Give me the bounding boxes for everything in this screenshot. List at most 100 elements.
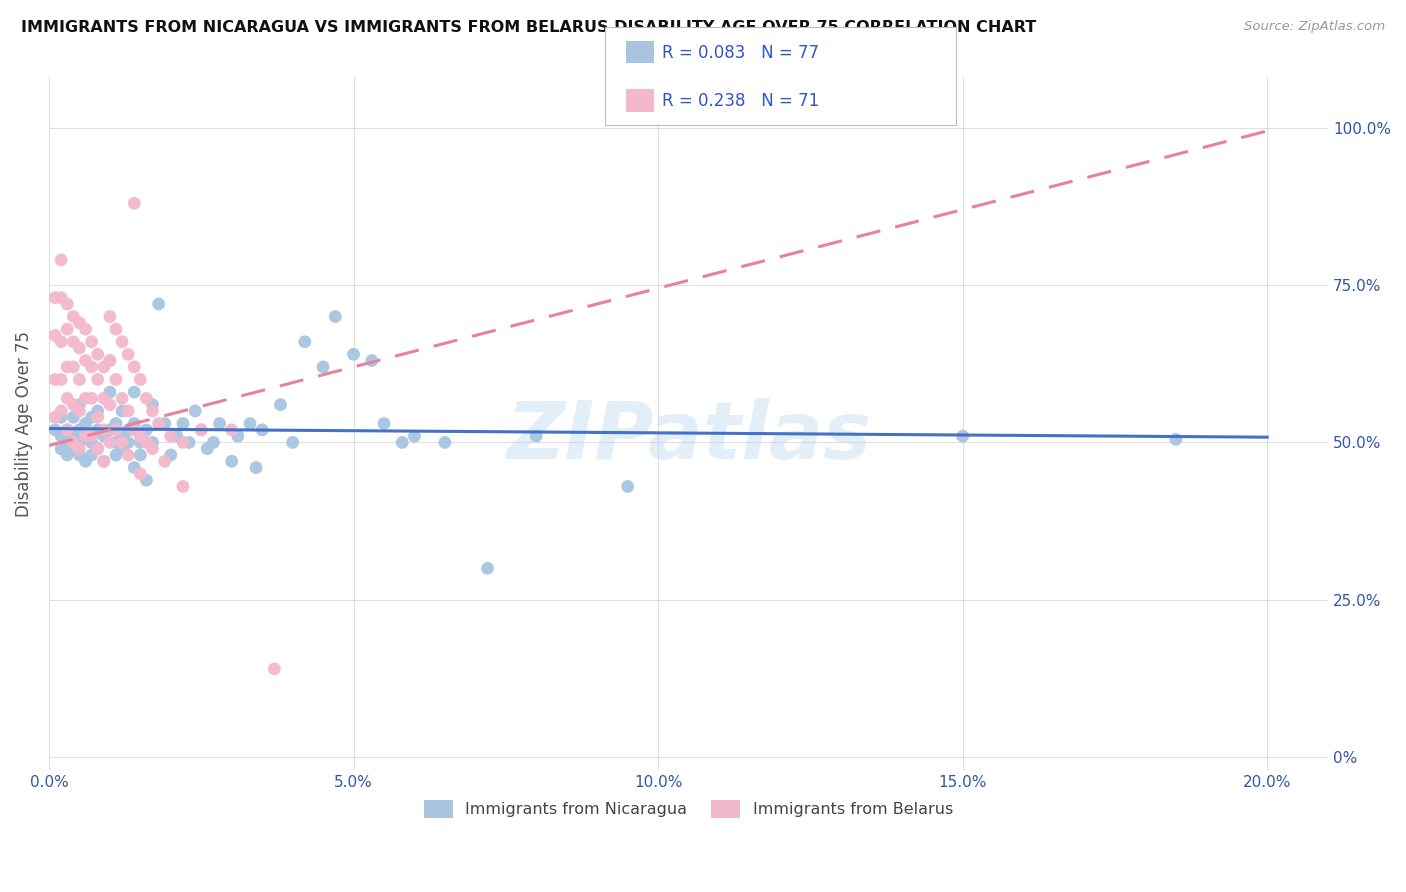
Point <box>184 404 207 418</box>
Point <box>75 454 97 468</box>
Point <box>93 454 115 468</box>
Point <box>148 297 170 311</box>
Point <box>117 448 139 462</box>
Point <box>1164 432 1187 446</box>
Point <box>239 417 262 431</box>
Point <box>208 417 231 431</box>
Point <box>477 561 499 575</box>
Point <box>93 359 115 374</box>
Point <box>86 423 108 437</box>
Point <box>56 359 79 374</box>
Y-axis label: Disability Age Over 75: Disability Age Over 75 <box>15 331 32 516</box>
Point <box>98 310 121 324</box>
Point <box>67 435 90 450</box>
Point <box>86 347 108 361</box>
Point <box>56 423 79 437</box>
Point <box>86 372 108 386</box>
Point <box>104 448 127 462</box>
Point <box>104 322 127 336</box>
Point <box>104 417 127 431</box>
Point <box>433 435 456 450</box>
Point <box>166 429 188 443</box>
Point <box>80 334 103 349</box>
Point <box>190 423 212 437</box>
Point <box>67 398 90 412</box>
Point <box>172 417 194 431</box>
Point <box>195 442 218 456</box>
Point <box>93 423 115 437</box>
Point <box>86 442 108 456</box>
Point <box>75 429 97 443</box>
Point <box>129 429 152 443</box>
Point <box>141 404 163 418</box>
Point <box>93 429 115 443</box>
Point <box>56 435 79 450</box>
Point <box>80 435 103 450</box>
Point <box>49 410 72 425</box>
Point <box>141 398 163 412</box>
Point <box>75 392 97 406</box>
Point <box>153 417 176 431</box>
Point <box>373 417 395 431</box>
Point <box>281 435 304 450</box>
Point <box>104 423 127 437</box>
Point <box>172 435 194 450</box>
Point <box>49 429 72 443</box>
Point <box>122 423 145 437</box>
Point <box>49 252 72 267</box>
Point <box>80 359 103 374</box>
Point <box>122 196 145 211</box>
Point <box>86 442 108 456</box>
Point <box>269 398 291 412</box>
Point <box>221 423 243 437</box>
Point <box>111 429 134 443</box>
Point <box>177 435 200 450</box>
Point <box>360 353 382 368</box>
Point <box>122 385 145 400</box>
Point <box>49 404 72 418</box>
Point <box>141 442 163 456</box>
Point <box>245 460 267 475</box>
Point <box>86 410 108 425</box>
Point <box>80 392 103 406</box>
Point <box>62 398 84 412</box>
Text: Source: ZipAtlas.com: Source: ZipAtlas.com <box>1244 20 1385 33</box>
Point <box>56 423 79 437</box>
Text: R = 0.083   N = 77: R = 0.083 N = 77 <box>662 44 820 62</box>
Point <box>67 423 90 437</box>
Point <box>67 341 90 355</box>
Point <box>153 454 176 468</box>
Point <box>67 448 90 462</box>
Point <box>135 435 157 450</box>
Point <box>80 429 103 443</box>
Point <box>98 353 121 368</box>
Point <box>135 423 157 437</box>
Text: IMMIGRANTS FROM NICARAGUA VS IMMIGRANTS FROM BELARUS DISABILITY AGE OVER 75 CORR: IMMIGRANTS FROM NICARAGUA VS IMMIGRANTS … <box>21 20 1036 35</box>
Point <box>404 429 426 443</box>
Point <box>226 429 249 443</box>
Point <box>62 435 84 450</box>
Point <box>56 448 79 462</box>
Point <box>98 435 121 450</box>
Text: R = 0.238   N = 71: R = 0.238 N = 71 <box>662 92 820 110</box>
Point <box>49 334 72 349</box>
Point <box>263 662 285 676</box>
Point <box>129 448 152 462</box>
Point <box>250 423 273 437</box>
Point <box>104 372 127 386</box>
Point <box>49 291 72 305</box>
Point <box>221 454 243 468</box>
Point <box>44 291 66 305</box>
Point <box>616 479 638 493</box>
Point <box>141 435 163 450</box>
Point <box>49 442 72 456</box>
Point <box>49 372 72 386</box>
Point <box>129 467 152 481</box>
Point <box>98 423 121 437</box>
Point <box>62 310 84 324</box>
Point <box>75 417 97 431</box>
Point <box>312 359 335 374</box>
Point <box>122 417 145 431</box>
Point <box>172 479 194 493</box>
Point <box>44 410 66 425</box>
